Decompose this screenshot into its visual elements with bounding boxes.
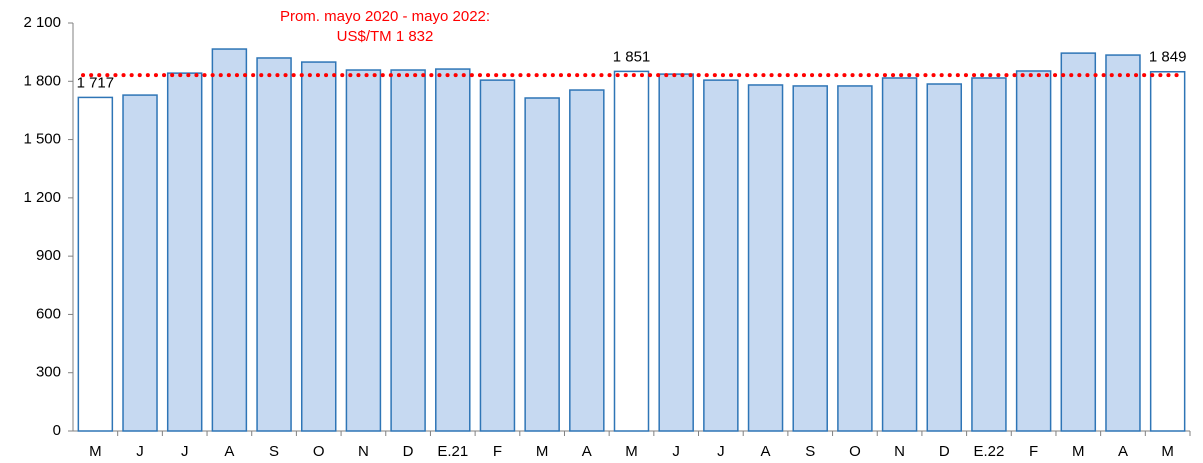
bar bbox=[345, 69, 382, 432]
bar bbox=[300, 61, 337, 432]
bar bbox=[435, 68, 471, 432]
bar bbox=[390, 69, 426, 432]
y-tick-label: 0 bbox=[53, 422, 61, 439]
x-tick-label: A bbox=[224, 443, 234, 460]
bar bbox=[1060, 52, 1097, 432]
x-tick-label: A bbox=[582, 443, 592, 460]
y-tick-label: 1 200 bbox=[23, 189, 61, 206]
y-tick-label: 300 bbox=[36, 364, 61, 381]
y-tick-label: 900 bbox=[36, 247, 61, 264]
bar bbox=[792, 85, 828, 432]
x-tick-label: A bbox=[1118, 443, 1128, 460]
x-tick-label: N bbox=[358, 443, 369, 460]
bar bbox=[747, 84, 784, 432]
bar bbox=[658, 73, 694, 432]
bar bbox=[211, 48, 248, 432]
x-tick-label: F bbox=[1029, 443, 1038, 460]
x-tick-label: M bbox=[89, 443, 102, 460]
x-tick-label: N bbox=[894, 443, 905, 460]
x-tick-label: J bbox=[672, 443, 680, 460]
x-tick-label: M bbox=[1161, 443, 1174, 460]
value-label: 1 851 bbox=[613, 48, 651, 65]
bar bbox=[122, 94, 158, 432]
x-tick-label: A bbox=[761, 443, 771, 460]
value-label: 1 717 bbox=[77, 74, 115, 91]
x-tick-label: M bbox=[1072, 443, 1085, 460]
bar bbox=[1105, 54, 1141, 432]
bar bbox=[926, 83, 963, 432]
x-tick-label: E.21 bbox=[437, 443, 468, 460]
x-tick-label: S bbox=[269, 443, 279, 460]
x-tick-label: J bbox=[717, 443, 725, 460]
x-tick-label: M bbox=[625, 443, 638, 460]
bar bbox=[77, 96, 114, 432]
y-tick-label: 1 800 bbox=[23, 72, 61, 89]
bar bbox=[837, 85, 873, 432]
y-tick-label: 2 100 bbox=[23, 14, 61, 31]
bar bbox=[971, 77, 1007, 432]
bar bbox=[256, 57, 292, 432]
y-tick-label: 1 500 bbox=[23, 131, 61, 148]
x-tick-label: D bbox=[939, 443, 950, 460]
x-tick-label: O bbox=[313, 443, 325, 460]
bar bbox=[703, 79, 739, 432]
x-tick-label: O bbox=[849, 443, 861, 460]
x-tick-label: E.22 bbox=[974, 443, 1005, 460]
bar bbox=[1015, 70, 1052, 432]
annotation: Prom. mayo 2020 - mayo 2022: bbox=[280, 8, 490, 25]
x-tick-label: D bbox=[403, 443, 414, 460]
value-label: 1 849 bbox=[1149, 49, 1187, 66]
x-tick-label: J bbox=[181, 443, 189, 460]
x-tick-label: J bbox=[136, 443, 144, 460]
bar bbox=[166, 72, 203, 432]
bar bbox=[524, 97, 560, 432]
x-tick-label: F bbox=[493, 443, 502, 460]
annotation: US$/TM 1 832 bbox=[337, 28, 434, 45]
bar bbox=[881, 77, 918, 432]
bar bbox=[479, 79, 516, 432]
y-tick-label: 600 bbox=[36, 305, 61, 322]
bar bbox=[613, 70, 650, 432]
bar bbox=[1149, 71, 1186, 432]
x-tick-label: S bbox=[805, 443, 815, 460]
x-tick-label: M bbox=[536, 443, 549, 460]
bar bbox=[569, 89, 605, 432]
